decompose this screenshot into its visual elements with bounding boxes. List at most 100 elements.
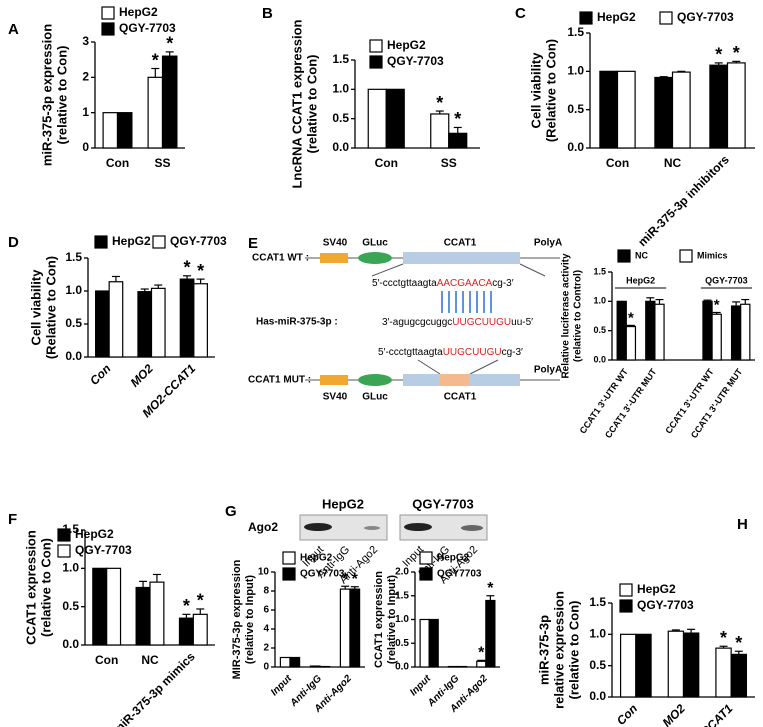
significance: *	[197, 591, 204, 611]
y-tick-label: 0.5	[62, 599, 79, 613]
panel-letter: F	[8, 511, 17, 528]
y-axis-label: miR-375-3p expression	[39, 24, 54, 166]
legend-swatch	[282, 551, 296, 565]
y-tick-label: 4	[263, 624, 269, 635]
construct-diagram: E CCAT1 WT : SV40 GLuc CCAT1 PolyA 5′-cc…	[248, 235, 562, 403]
construct-label: PolyA	[534, 365, 562, 376]
bar	[95, 290, 110, 358]
y-tick-label: 0	[263, 662, 269, 673]
bar	[740, 303, 751, 361]
legend-swatch	[619, 583, 633, 597]
bar	[726, 62, 746, 149]
panel-letter: C	[515, 5, 526, 22]
gluc-box	[358, 252, 392, 264]
legend-swatch	[101, 6, 115, 20]
significance: *	[720, 628, 727, 648]
bar	[349, 588, 361, 668]
band	[404, 523, 432, 531]
protein-label: Ago2	[248, 520, 278, 534]
bar	[671, 71, 691, 149]
bar	[108, 281, 124, 358]
x-tick-label: Input	[269, 673, 295, 699]
legend-swatch	[57, 544, 71, 558]
significance: *	[436, 93, 443, 113]
y-tick-label: 0.0	[567, 140, 584, 154]
significance: *	[733, 43, 740, 63]
bar	[709, 64, 729, 149]
construct-label: SV40	[323, 238, 348, 249]
legend-label: HepG2	[75, 527, 114, 541]
y-axis-label: (relative to Con)	[304, 55, 319, 154]
bar	[178, 617, 194, 646]
x-tick-label: CCAT1 3'-UTR MUT	[603, 366, 659, 440]
bar	[339, 588, 351, 668]
legend-swatch	[369, 39, 383, 53]
significance: *	[714, 296, 720, 313]
bar	[616, 300, 627, 361]
bar	[279, 656, 291, 668]
x-tick-label: Con	[95, 653, 118, 667]
y-tick-label: 0.5	[395, 638, 409, 649]
significance: *	[342, 570, 349, 587]
significance: *	[628, 309, 634, 326]
legend-label: HepG2	[119, 5, 158, 19]
significance: *	[197, 261, 204, 281]
construct-label: PolyA	[534, 238, 562, 249]
y-tick-label: 8	[263, 586, 269, 597]
bar	[430, 113, 450, 149]
bar	[92, 567, 108, 646]
y-axis-label: Cell viability	[28, 269, 43, 346]
bar	[682, 632, 700, 698]
wt-sequence: 5′-ccctgttaagtaAACGAACAcg-3′	[372, 278, 514, 289]
significance: *	[152, 50, 159, 70]
y-tick-label: 10	[258, 567, 270, 578]
y-tick-label: 1.5	[395, 590, 409, 601]
connector	[519, 263, 546, 277]
gluc-box	[358, 374, 392, 386]
x-tick-label: MO2-CCAT1	[677, 701, 736, 727]
legend-label: QGY7703	[300, 569, 345, 580]
legend-swatch	[419, 567, 433, 581]
bar	[309, 665, 321, 668]
y-tick-label: 6	[263, 605, 269, 616]
significance: *	[183, 596, 190, 616]
y-tick-label: 1.5	[65, 250, 82, 264]
y-tick-label: 1.0	[395, 614, 409, 625]
legend-label: QGY-7703	[75, 543, 132, 557]
y-tick-label: 0.0	[65, 349, 82, 363]
x-tick-label: Con	[375, 156, 398, 170]
y-axis-label: (relative to Control)	[573, 270, 584, 362]
y-axis-label: (relative to Input)	[386, 575, 398, 665]
legend-label: HepG2	[597, 10, 636, 24]
bar	[645, 300, 656, 361]
y-tick-label: 0.0	[589, 689, 606, 703]
y-tick-label: 1.5	[332, 52, 349, 66]
y-tick-label: 0.5	[593, 325, 606, 335]
significance: *	[735, 633, 742, 653]
legend-swatch	[419, 551, 433, 565]
y-axis-label: Cell viability	[528, 52, 543, 129]
bar	[635, 633, 652, 698]
bar	[147, 76, 164, 149]
y-axis-label: miR-375-3p	[536, 615, 551, 685]
bar	[619, 633, 637, 698]
significance: *	[487, 580, 494, 597]
y-tick-label: 2	[82, 70, 89, 84]
connector	[469, 359, 499, 375]
legend-label: HepG2	[112, 234, 151, 248]
significance: *	[454, 109, 461, 129]
y-tick-label: 0.5	[65, 316, 82, 330]
bar	[135, 586, 151, 646]
bar	[106, 567, 122, 646]
legend-swatch	[617, 249, 631, 263]
bar	[193, 283, 208, 358]
cell-label: HepG2	[322, 496, 364, 511]
construct-label: GLuc	[362, 392, 388, 403]
y-axis-label: CCAT1 expression	[23, 530, 38, 645]
y-axis-label: MIR-375-3p expression	[231, 559, 243, 679]
bar	[137, 291, 153, 358]
bar	[667, 630, 685, 698]
y-tick-label: 0.0	[593, 354, 606, 364]
bar	[476, 660, 487, 668]
y-tick-label: 2.0	[395, 567, 409, 578]
